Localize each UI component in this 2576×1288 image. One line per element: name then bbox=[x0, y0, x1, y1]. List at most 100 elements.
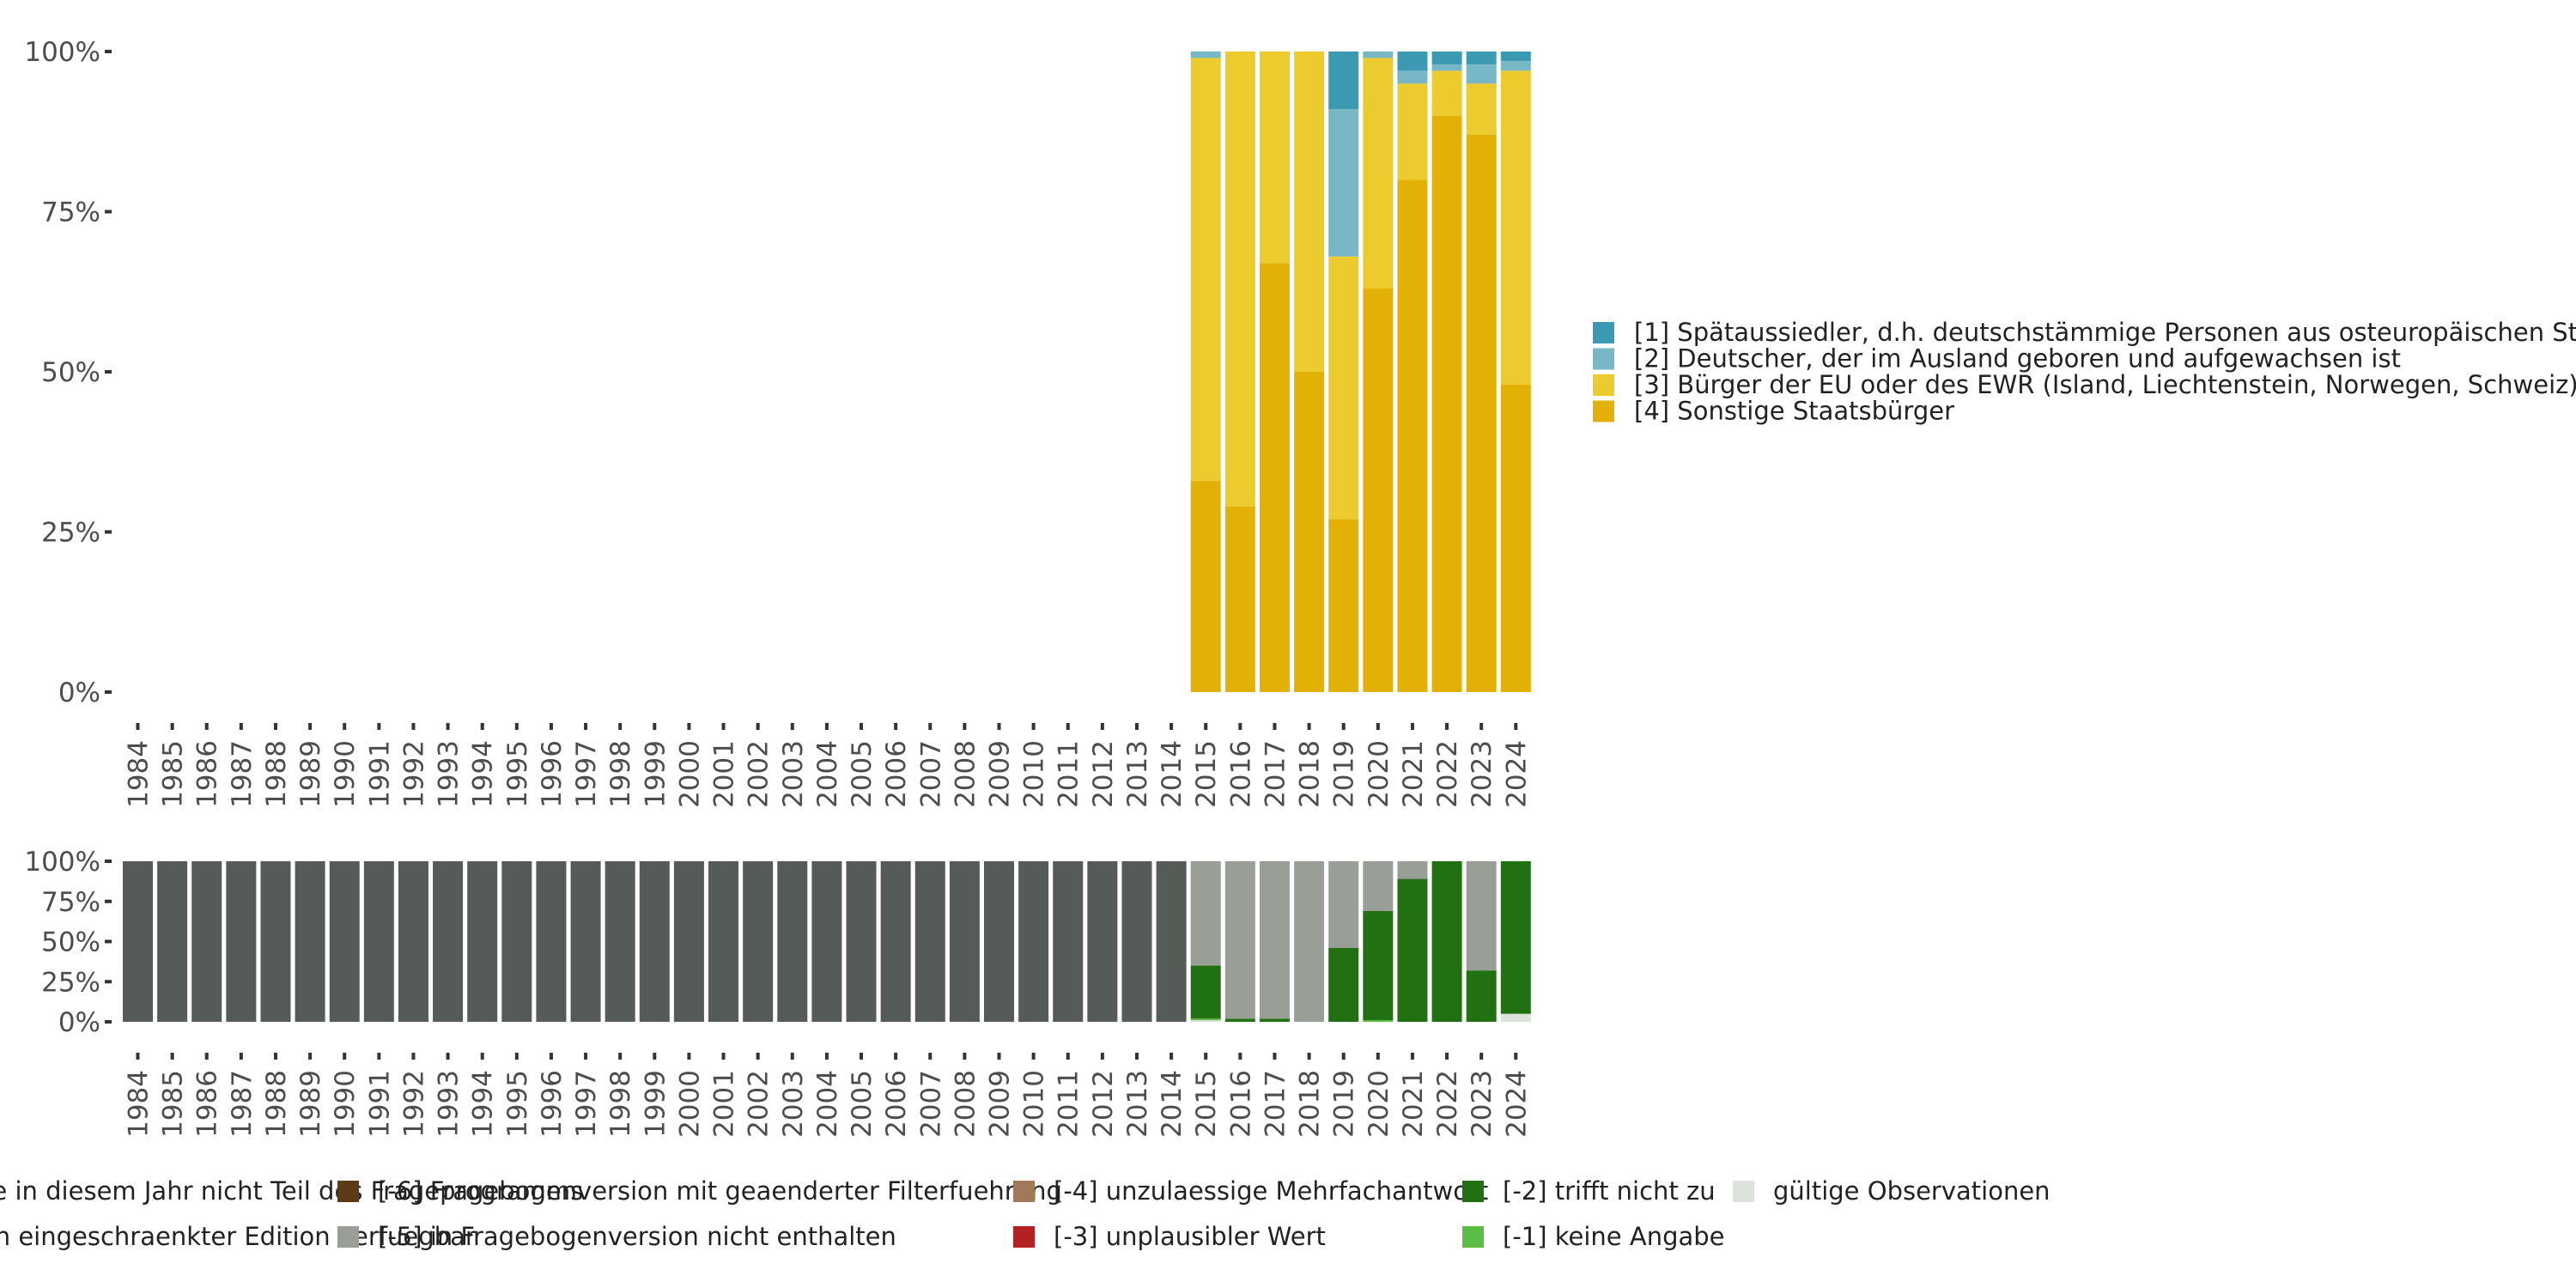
legend-label: [-4] unzulaessige Mehrfachantwort bbox=[1054, 1176, 1488, 1206]
y-tick-label: 25% bbox=[41, 518, 100, 549]
x-tick-label: 2012 bbox=[1088, 740, 1119, 808]
x-tick-label: 1996 bbox=[537, 1070, 568, 1138]
bar-segment-2015-2-deutscher-der-im-ausla bbox=[1190, 52, 1221, 58]
legend-label: [-7] nur in eingeschraenkter Edition ver… bbox=[0, 1222, 476, 1251]
x-tick-label: 2010 bbox=[1019, 740, 1050, 808]
bar-segment-2021-2-deutscher-der-im-ausla bbox=[1397, 70, 1428, 84]
bar-segment-1995-8-frage-in-diesem-jahr-n bbox=[501, 861, 532, 1022]
bar-segment-2019-1-sp-taussiedler-d-h-deu bbox=[1328, 52, 1359, 110]
x-tick-label: 2024 bbox=[1501, 1070, 1532, 1138]
x-tick-label: 1992 bbox=[398, 740, 429, 808]
bar-segment-2023-5-in-fragebogenversion-n bbox=[1466, 861, 1497, 971]
bar-segment-1999-8-frage-in-diesem-jahr-n bbox=[639, 861, 670, 1022]
x-tick-label: 2014 bbox=[1157, 1070, 1188, 1138]
x-tick-label: 2003 bbox=[778, 740, 809, 808]
legend-label: [-5] in Fragebogenversion nicht enthalte… bbox=[378, 1222, 896, 1251]
x-tick-label: 2022 bbox=[1432, 740, 1463, 808]
x-tick-label: 2004 bbox=[812, 740, 843, 808]
legend-swatch bbox=[337, 1226, 359, 1248]
bottom-chart: 0%25%50%75%100%1984 1985 1986 1987 1988 1989 1… bbox=[24, 847, 1532, 1138]
x-tick-label: 1984 bbox=[124, 1070, 155, 1138]
x-tick-label: 1995 bbox=[502, 740, 533, 808]
bar-segment-2006-8-frage-in-diesem-jahr-n bbox=[880, 861, 911, 1022]
bar-segment-2019-3-b-rger-der-eu-oder-des bbox=[1328, 256, 1359, 519]
x-tick-label: 2018 bbox=[1295, 740, 1326, 808]
x-tick-label: 2008 bbox=[950, 1070, 981, 1138]
bar-segment-2020-4-sonstige-staatsb-rger bbox=[1363, 289, 1394, 692]
bar-segment-2016-2-trifft-nicht-zu bbox=[1224, 1018, 1255, 1022]
x-tick-label: 2024 bbox=[1501, 740, 1532, 808]
bar-segment-1994-8-frage-in-diesem-jahr-n bbox=[467, 861, 498, 1022]
bar-segment-2024-2-deutscher-der-im-ausla bbox=[1500, 61, 1531, 71]
x-tick-label: 1993 bbox=[434, 1070, 465, 1138]
y-tick-label: 75% bbox=[41, 197, 100, 228]
x-tick-label: 2023 bbox=[1467, 740, 1498, 808]
x-tick-label: 2010 bbox=[1019, 1070, 1050, 1138]
x-tick-label: 1999 bbox=[640, 740, 671, 808]
x-tick-label: 1985 bbox=[158, 740, 189, 808]
x-tick-label: 2012 bbox=[1088, 1070, 1119, 1138]
x-tick-label: 1998 bbox=[605, 1070, 636, 1138]
bar-segment-1984-8-frage-in-diesem-jahr-n bbox=[123, 861, 153, 1022]
bar-segment-2016-4-sonstige-staatsb-rger bbox=[1224, 506, 1255, 692]
x-tick-label: 1994 bbox=[468, 740, 499, 808]
bottom-legend: [-8] Frage in diesem Jahr nicht Teil des… bbox=[0, 1176, 2050, 1251]
bar-segment-2021-4-sonstige-staatsb-rger bbox=[1397, 179, 1428, 692]
bar-segment-2016-5-in-fragebogenversion-n bbox=[1224, 861, 1255, 1019]
x-tick-label: 2022 bbox=[1432, 1070, 1463, 1138]
x-tick-label: 1987 bbox=[227, 1070, 258, 1138]
x-tick-label: 2004 bbox=[812, 1070, 843, 1138]
x-tick-label: 2011 bbox=[1054, 740, 1084, 808]
x-tick-label: 2005 bbox=[847, 1070, 878, 1138]
bar-segment-2018-3-b-rger-der-eu-oder-des bbox=[1294, 52, 1325, 372]
x-tick-label: 2005 bbox=[847, 740, 878, 808]
x-tick-label: 1989 bbox=[295, 1070, 326, 1138]
x-tick-label: 2014 bbox=[1157, 740, 1188, 808]
bar-segment-2021-3-b-rger-der-eu-oder-des bbox=[1397, 83, 1428, 180]
bar-segment-2019-5-in-fragebogenversion-n bbox=[1328, 861, 1359, 948]
bar-segment-2018-4-sonstige-staatsb-rger bbox=[1294, 372, 1325, 692]
x-tick-label: 1993 bbox=[434, 740, 465, 808]
x-tick-label: 2001 bbox=[709, 740, 740, 808]
bar-segment-1996-8-frage-in-diesem-jahr-n bbox=[536, 861, 567, 1022]
x-tick-label: 1991 bbox=[364, 1070, 395, 1138]
legend-swatch bbox=[1462, 1181, 1484, 1202]
x-tick-label: 2006 bbox=[881, 740, 912, 808]
bar-segment-2015-4-sonstige-staatsb-rger bbox=[1190, 480, 1221, 692]
x-tick-label: 2013 bbox=[1122, 740, 1153, 808]
legend-swatch bbox=[1462, 1226, 1484, 1248]
right-legend: [1] Spätaussiedler, d.h. deutschstämmige… bbox=[1593, 318, 2576, 426]
bar-segment-2007-8-frage-in-diesem-jahr-n bbox=[914, 861, 945, 1022]
bar-segment-2016-3-b-rger-der-eu-oder-des bbox=[1224, 52, 1255, 507]
y-tick-label: 0% bbox=[58, 1007, 100, 1038]
legend-label: [-8] Frage in diesem Jahr nicht Teil des… bbox=[0, 1176, 583, 1206]
x-tick-label: 2016 bbox=[1225, 1070, 1256, 1138]
bar-segment-2011-8-frage-in-diesem-jahr-n bbox=[1053, 861, 1084, 1022]
bar-segment-2005-8-frage-in-diesem-jahr-n bbox=[846, 861, 877, 1022]
x-tick-label: 2001 bbox=[709, 1070, 740, 1138]
x-tick-label: 2000 bbox=[674, 740, 705, 808]
x-tick-label: 1985 bbox=[158, 1070, 189, 1138]
bar-segment-2021-2-trifft-nicht-zu bbox=[1397, 878, 1428, 1022]
bar-segment-1993-8-frage-in-diesem-jahr-n bbox=[433, 861, 464, 1022]
bar-segment-2021-5-in-fragebogenversion-n bbox=[1397, 861, 1428, 879]
x-tick-label: 1984 bbox=[124, 740, 155, 808]
bar-segment-1991-8-frage-in-diesem-jahr-n bbox=[363, 861, 394, 1022]
bar-segment-2009-8-frage-in-diesem-jahr-n bbox=[984, 861, 1014, 1022]
x-tick-label: 1999 bbox=[640, 1070, 671, 1138]
bar-segment-2024-4-sonstige-staatsb-rger bbox=[1500, 384, 1531, 692]
bar-segment-2019-2-deutscher-der-im-ausla bbox=[1328, 109, 1359, 257]
x-tick-label: 2019 bbox=[1329, 1070, 1360, 1138]
bar-segment-1988-8-frage-in-diesem-jahr-n bbox=[260, 861, 291, 1022]
x-tick-label: 1989 bbox=[295, 740, 326, 808]
y-tick-label: 100% bbox=[24, 847, 100, 878]
bar-segment-2020-2-trifft-nicht-zu bbox=[1363, 910, 1394, 1021]
bar-segment-2017-3-b-rger-der-eu-oder-des bbox=[1259, 52, 1290, 264]
x-tick-label: 1994 bbox=[468, 1070, 499, 1138]
legend-label: [-2] trifft nicht zu bbox=[1503, 1176, 1716, 1206]
bar-segment-2019-2-trifft-nicht-zu bbox=[1328, 947, 1359, 1022]
legend-label: [2] Deutscher, der im Ausland geboren un… bbox=[1634, 344, 2401, 374]
legend-label: [-1] keine Angabe bbox=[1503, 1222, 1725, 1251]
x-tick-label: 2007 bbox=[915, 740, 946, 808]
y-tick-label: 50% bbox=[41, 927, 100, 958]
